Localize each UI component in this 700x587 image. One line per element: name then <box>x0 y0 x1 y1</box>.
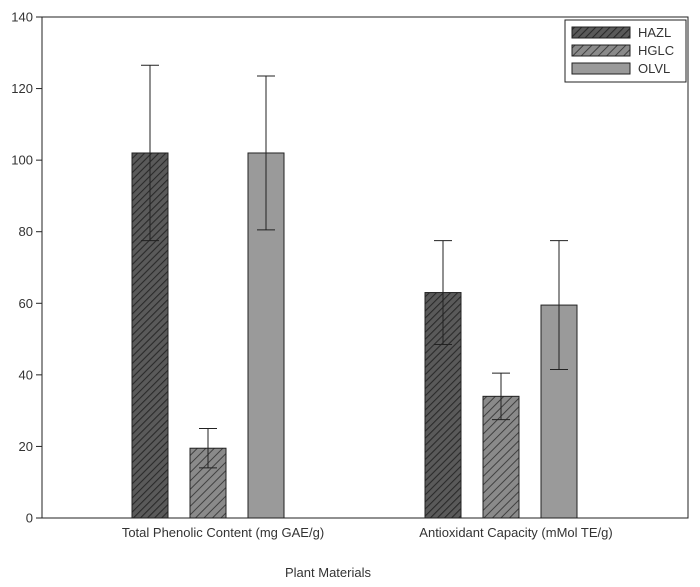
y-tick-label: 20 <box>19 439 33 454</box>
plot-area <box>41 16 689 519</box>
plot-frame <box>41 16 689 519</box>
legend-swatch-hglc <box>571 44 631 57</box>
legend-swatch-olvl <box>571 62 631 75</box>
x-axis-title: Plant Materials <box>285 565 371 580</box>
y-tick-label: 60 <box>19 296 33 311</box>
legend-label-olvl: OLVL <box>638 61 670 76</box>
y-tick-label: 120 <box>11 81 33 96</box>
legend-label-hazl: HAZL <box>638 25 671 40</box>
y-tick-label: 80 <box>19 224 33 239</box>
legend: HAZL HGLC OLVL <box>564 19 687 83</box>
x-category-label: Antioxidant Capacity (mMol TE/g) <box>419 525 612 540</box>
y-tick-label: 40 <box>19 367 33 382</box>
y-tick-label: 0 <box>26 511 33 526</box>
bars <box>131 64 578 519</box>
y-axis: 0 20 40 60 80 100 120 140 <box>11 10 42 526</box>
x-category-label: Total Phenolic Content (mg GAE/g) <box>122 525 324 540</box>
bar-hazl <box>131 152 169 519</box>
legend-swatch-hazl <box>571 26 631 39</box>
y-tick-label: 140 <box>11 10 33 25</box>
y-tick-label: 100 <box>11 153 33 168</box>
x-axis: Total Phenolic Content (mg GAE/g) Antioxi… <box>122 525 613 540</box>
legend-label-hglc: HGLC <box>638 43 674 58</box>
